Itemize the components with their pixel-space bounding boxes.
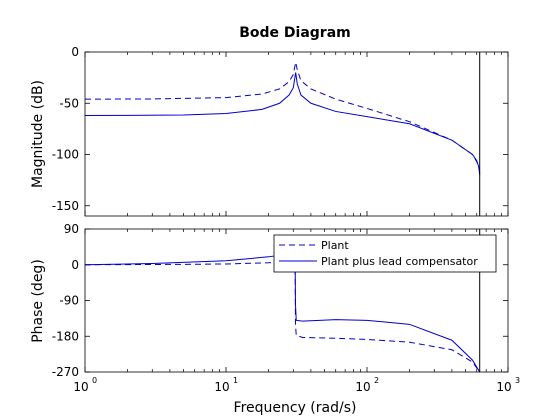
magnitude-y-tick-label: -100 bbox=[52, 148, 79, 162]
chart-title: Bode Diagram bbox=[239, 25, 351, 41]
legend-label: Plant bbox=[321, 239, 349, 252]
phase-series-plant bbox=[84, 258, 481, 373]
phase-y-tick-label: -90 bbox=[59, 294, 79, 308]
legend-label: Plant plus lead compensator bbox=[321, 255, 478, 268]
phase-y-axis-label: Phase (deg) bbox=[30, 259, 46, 343]
x-tick-label: 10 bbox=[496, 380, 511, 394]
phase-y-tick-label: 90 bbox=[64, 222, 79, 236]
phase-series-plant-plus-lead-compensator bbox=[84, 252, 481, 373]
magnitude-y-tick-label: -50 bbox=[59, 96, 79, 110]
x-tick-label-exponent: 1 bbox=[233, 376, 238, 385]
x-tick-label-exponent: 0 bbox=[92, 376, 97, 385]
legend: Plant Plant plus lead compensator bbox=[273, 234, 497, 273]
magnitude-y-axis-label: Magnitude (dB) bbox=[30, 80, 46, 188]
phase-y-tick-label: -180 bbox=[52, 329, 79, 343]
phase-y-tick-label: -270 bbox=[52, 365, 79, 379]
phase-y-tick-label: 0 bbox=[71, 258, 79, 272]
legend-box bbox=[273, 234, 497, 273]
x-tick-label: 10 bbox=[73, 380, 88, 394]
x-tick-label: 10 bbox=[355, 380, 370, 394]
x-tick-label-exponent: 2 bbox=[374, 376, 379, 385]
magnitude-y-tick-label: 0 bbox=[71, 45, 79, 59]
x-tick-label-exponent: 3 bbox=[515, 376, 520, 385]
magnitude-series-plant-plus-lead-compensator bbox=[84, 72, 481, 176]
magnitude-subplot: 0 -50 -100 -150 bbox=[52, 45, 509, 217]
magnitude-y-tick-label: -150 bbox=[52, 199, 79, 213]
x-tick-label: 10 bbox=[214, 380, 229, 394]
phase-axes-frame bbox=[84, 228, 509, 373]
magnitude-axes-frame bbox=[84, 51, 509, 217]
x-axis-label: Frequency (rad/s) bbox=[234, 400, 357, 416]
